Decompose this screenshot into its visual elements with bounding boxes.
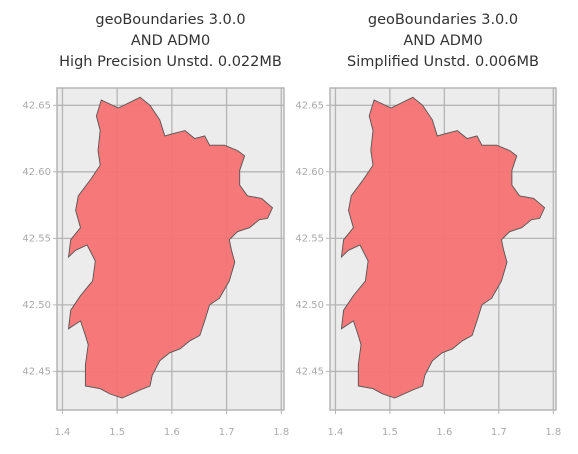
y-tick-label: 42.50	[22, 300, 51, 311]
y-tick-label: 42.45	[295, 366, 324, 377]
y-tick-label: 42.55	[22, 233, 51, 244]
chart-title: geoBoundaries 3.0.0	[368, 12, 518, 28]
y-tick-label: 42.65	[295, 100, 324, 111]
boundary-shape	[340, 96, 546, 399]
x-tick-label: 1.8	[545, 427, 561, 438]
chart-title: AND ADM0	[403, 33, 482, 49]
y-tick-label: 42.55	[295, 233, 324, 244]
x-tick-label: 1.6	[164, 427, 180, 438]
x-tick-label: 1.5	[109, 427, 125, 438]
x-tick-label: 1.7	[219, 427, 235, 438]
y-tick-label: 42.60	[22, 167, 51, 178]
y-tick-label: 42.50	[295, 300, 324, 311]
boundary-shape	[67, 96, 274, 399]
chart-title: geoBoundaries 3.0.0	[95, 12, 245, 28]
chart-title: AND ADM0	[131, 33, 210, 49]
y-tick-label: 42.65	[22, 100, 51, 111]
y-tick-label: 42.45	[22, 366, 51, 377]
chart-title: High Precision Unstd. 0.022MB	[59, 54, 282, 70]
x-tick-label: 1.8	[273, 427, 289, 438]
y-tick-label: 42.60	[295, 167, 324, 178]
chart-title: Simplified Unstd. 0.006MB	[347, 54, 539, 70]
x-tick-label: 1.4	[327, 427, 343, 438]
x-tick-label: 1.4	[55, 427, 71, 438]
x-tick-label: 1.6	[436, 427, 452, 438]
x-tick-label: 1.7	[491, 427, 507, 438]
x-tick-label: 1.5	[382, 427, 398, 438]
